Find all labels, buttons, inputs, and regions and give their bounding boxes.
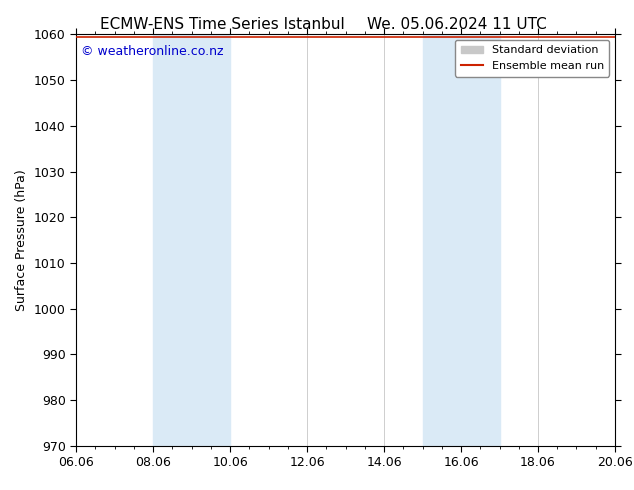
Text: © weatheronline.co.nz: © weatheronline.co.nz	[81, 45, 224, 58]
Text: ECMW-ENS Time Series Istanbul: ECMW-ENS Time Series Istanbul	[100, 17, 344, 32]
Bar	[422, 34, 500, 446]
Bar	[153, 34, 230, 446]
Text: We. 05.06.2024 11 UTC: We. 05.06.2024 11 UTC	[366, 17, 547, 32]
Y-axis label: Surface Pressure (hPa): Surface Pressure (hPa)	[15, 169, 29, 311]
Legend: Standard deviation, Ensemble mean run: Standard deviation, Ensemble mean run	[455, 40, 609, 76]
